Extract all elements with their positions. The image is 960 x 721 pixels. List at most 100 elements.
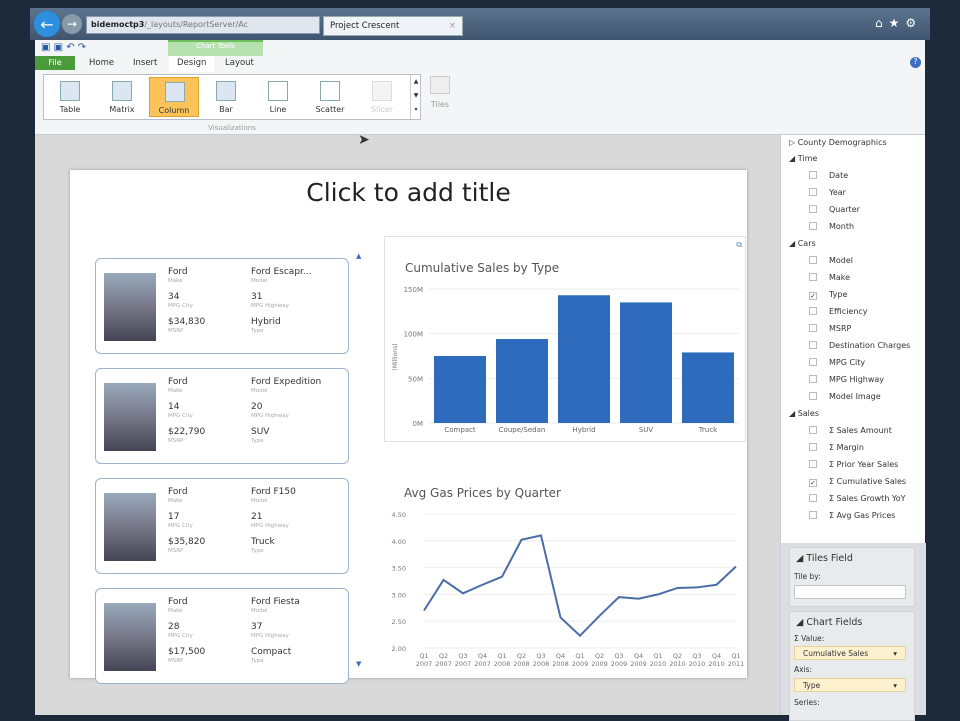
axis-dropdown[interactable]: Type ▾ [794, 678, 906, 692]
field-item[interactable]: Date [809, 171, 848, 180]
field-checkbox[interactable] [809, 375, 817, 383]
quick-access-save-undo-icons[interactable]: ▣ ▣ ↶ ↷ [41, 42, 87, 53]
field-checkbox[interactable] [809, 222, 817, 230]
y-tick-label: 3.00 [392, 591, 406, 599]
tile-by-drop-zone[interactable] [794, 585, 906, 599]
gallery-bar[interactable]: Bar [201, 77, 251, 117]
tab-home[interactable]: Home [89, 58, 115, 68]
tab-design[interactable]: Design [169, 56, 215, 72]
car-tile[interactable]: Ford Make Ford Escapr... Model 34 MPG City 31 M… [95, 258, 349, 354]
car-make: Ford [168, 377, 188, 387]
field-checkbox[interactable] [809, 324, 817, 332]
car-type-label: Type [251, 548, 264, 554]
home-star-gear-icons[interactable]: ⌂★⚙ [875, 16, 923, 30]
bar-suv[interactable] [620, 302, 672, 423]
bar-coupe/sedan[interactable] [496, 339, 548, 423]
chart-fields-header[interactable]: ◢ Chart Fields [796, 617, 863, 628]
field-checkbox[interactable] [809, 256, 817, 264]
field-checkbox[interactable] [809, 205, 817, 213]
field-checkbox[interactable]: ✓ [809, 292, 817, 300]
field-group-cars[interactable]: ◢ Cars [789, 239, 816, 248]
car-tile[interactable]: Ford Make Ford Expedition Model 14 MPG City 20… [95, 368, 349, 464]
line-chart[interactable]: Avg Gas Prices by Quarter 2.00 2.50 3.00 3.… [384, 470, 746, 678]
gallery-matrix[interactable]: Matrix [97, 77, 147, 117]
url-host: bidemoctp3 [91, 20, 145, 29]
field-checkbox[interactable] [809, 273, 817, 281]
field-checkbox[interactable] [809, 358, 817, 366]
field-item[interactable]: MSRP [809, 324, 851, 333]
gallery-scroll[interactable]: ▲ ▼ ▾ [410, 75, 421, 119]
value-dropdown[interactable]: Cumulative Sales ▾ [794, 646, 906, 660]
field-item[interactable]: Model Image [809, 392, 881, 401]
x-tick-label: Q4 2010 [708, 652, 725, 668]
field-table-county[interactable]: ▷ County Demographics [789, 138, 887, 147]
field-checkbox[interactable] [809, 188, 817, 196]
address-bar[interactable]: bidemoctp3/_layouts/ReportServer/Ac [86, 16, 320, 34]
slide-title[interactable]: Click to add title [306, 178, 511, 207]
field-checkbox[interactable] [809, 307, 817, 315]
gallery-scatter[interactable]: Scatter [305, 77, 355, 117]
tab-insert[interactable]: Insert [133, 58, 158, 68]
browser-tab[interactable]: Project Crescent × [323, 16, 463, 36]
scroll-down-icon[interactable]: ▼ [356, 660, 362, 668]
scroll-up-icon[interactable]: ▲ [356, 252, 362, 260]
gallery-table[interactable]: Table [45, 77, 95, 117]
field-checkbox[interactable] [809, 341, 817, 349]
gallery-column[interactable]: Column [149, 77, 199, 117]
gallery-label: Matrix [109, 105, 135, 114]
bar-hybrid[interactable] [558, 295, 610, 423]
popout-icon[interactable]: ⧉ [736, 240, 742, 249]
slide[interactable]: Click to add title Ford Make Ford Escapr..… [70, 170, 747, 684]
field-checkbox[interactable] [809, 460, 817, 468]
field-checkbox[interactable] [809, 392, 817, 400]
forward-button[interactable]: → [62, 14, 82, 34]
field-checkbox[interactable] [809, 443, 817, 451]
field-item[interactable]: Model [809, 256, 853, 265]
field-item[interactable]: MPG City [809, 358, 865, 367]
bar-compact[interactable] [434, 356, 486, 423]
field-item[interactable]: Efficiency [809, 307, 868, 316]
back-button[interactable]: ← [34, 11, 60, 37]
field-item[interactable]: Σ Prior Year Sales [809, 460, 898, 469]
car-type: Compact [251, 647, 292, 657]
field-name: Σ Cumulative Sales [829, 477, 907, 486]
field-group-time[interactable]: ◢ Time [789, 154, 818, 163]
x-tick-label: Q1 2011 [728, 652, 745, 668]
field-item[interactable]: Month [809, 222, 854, 231]
field-item[interactable]: Σ Avg Gas Prices [809, 511, 895, 520]
field-checkbox[interactable]: ✓ [809, 479, 817, 487]
tab-file[interactable]: File [35, 56, 75, 70]
tab-layout[interactable]: Layout [225, 58, 254, 68]
field-item[interactable]: Year [809, 188, 846, 197]
field-item[interactable]: Σ Margin [809, 443, 864, 452]
gallery-line[interactable]: Line [253, 77, 303, 117]
field-group-sales[interactable]: ◢ Sales [789, 409, 819, 418]
car-tile[interactable]: Ford Make Ford F150 Model 17 MPG City 21 MPG Hi… [95, 478, 349, 574]
field-checkbox[interactable] [809, 426, 817, 434]
tiles-field-header[interactable]: ◢ Tiles Field [796, 553, 853, 564]
field-item[interactable]: MPG Highway [809, 375, 884, 384]
mouse-cursor-icon: ➤ [358, 132, 370, 148]
field-name: Date [829, 171, 849, 180]
field-item[interactable]: ✓ Type [809, 290, 847, 300]
car-tile[interactable]: Ford Make Ford Fiesta Model 28 MPG City 37 MPG … [95, 588, 349, 684]
field-item[interactable]: Σ Sales Growth YoY [809, 494, 906, 503]
x-tick-label: Q1 2008 [494, 652, 511, 668]
close-tab-icon[interactable]: × [448, 21, 456, 31]
field-checkbox[interactable] [809, 171, 817, 179]
field-item[interactable]: Σ Sales Amount [809, 426, 892, 435]
x-tick-label: Q4 2009 [630, 652, 647, 668]
field-item[interactable]: Destination Charges [809, 341, 910, 350]
gas-price-line[interactable] [423, 534, 737, 638]
field-item[interactable]: Quarter [809, 205, 860, 214]
field-checkbox[interactable] [809, 511, 817, 519]
field-checkbox[interactable] [809, 494, 817, 502]
tiles-button[interactable]: Tiles [427, 76, 453, 109]
field-item[interactable]: ✓ Σ Cumulative Sales [809, 477, 906, 487]
gallery-label: Slicer [370, 105, 394, 114]
bar-chart[interactable]: Cumulative Sales by Type ⧉ 0M 50M 100M 150M… [384, 236, 746, 442]
x-tick-label: Q2 2008 [513, 652, 530, 668]
help-icon[interactable]: ? [910, 57, 921, 68]
field-item[interactable]: Make [809, 273, 850, 282]
bar-truck[interactable] [682, 352, 734, 423]
